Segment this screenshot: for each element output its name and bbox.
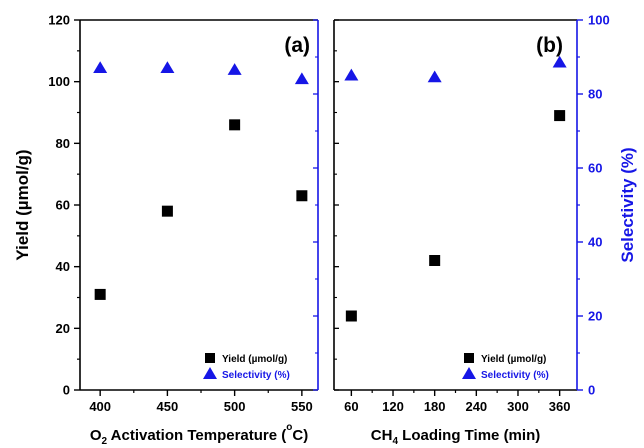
panel-b-x-tick-label: 180	[424, 399, 446, 414]
panel-b-right-tick-label: 60	[588, 161, 602, 176]
x-axis-title-a-mid: Activation Temperature (	[107, 427, 286, 444]
panel-b-label: (b)	[536, 34, 563, 57]
yield-point	[345, 310, 357, 322]
legend-selectivity-marker	[203, 367, 217, 379]
panel-b-right-tick-label: 80	[588, 87, 602, 102]
yield-point	[429, 255, 441, 266]
x-axis-title-b-sub: 4	[392, 436, 398, 447]
legend-selectivity-label: Selectivity (%)	[222, 370, 290, 381]
x-axis-title-b-prefix: CH	[371, 427, 393, 444]
selectivity-point	[160, 61, 175, 74]
legend-yield-label: Yield (µmol/g)	[481, 354, 546, 365]
selectivity-point	[93, 61, 108, 74]
x-axis-title-b-mid: Loading Time (min)	[398, 427, 540, 444]
y-axis-title-right: Selectivity (%)	[618, 147, 637, 262]
panel-a-y-tick-label: 20	[56, 321, 70, 336]
selectivity-point	[552, 55, 567, 68]
y-axis-title-left: Yield (µmol/g)	[13, 149, 32, 260]
yield-point	[296, 190, 308, 202]
panel-b-x-tick-label: 300	[507, 399, 529, 414]
panel-a-x-tick-label: 500	[224, 399, 246, 414]
panel-b-right-tick-label: 100	[588, 13, 610, 28]
panel-a-x-tick-label: 400	[89, 399, 111, 414]
panel-a-label: (a)	[284, 34, 310, 57]
panel-b-x-tick-label: 60	[344, 399, 358, 414]
x-axis-title-a: O2 Activation Temperature (oC)	[90, 422, 308, 447]
legend-yield-label: Yield (µmol/g)	[222, 354, 287, 365]
panel-a-y-tick-label: 60	[56, 198, 70, 213]
yield-point	[229, 119, 241, 131]
panel-a-x-tick-label: 450	[157, 399, 179, 414]
x-axis-title-b: CH4 Loading Time (min)	[371, 427, 540, 447]
panel-a-y-tick-label: 40	[56, 259, 70, 274]
panel-a-y-tick-label: 100	[48, 74, 70, 89]
panel-b-right-tick-label: 40	[588, 235, 602, 250]
x-axis-title-a-suffix: C)	[292, 427, 308, 444]
panel-a-y-tick-label: 80	[56, 136, 70, 151]
selectivity-point	[294, 72, 309, 85]
legend-yield-marker	[464, 353, 474, 363]
selectivity-point	[344, 68, 359, 81]
panel-a-x-tick-label: 550	[291, 399, 313, 414]
panel-a-y-tick-label: 120	[48, 13, 70, 28]
x-axis-title-a-sub: 2	[101, 436, 107, 447]
x-axis-title-a-sup: o	[286, 422, 292, 433]
yield-point	[554, 110, 566, 122]
legend-yield-marker	[205, 353, 215, 363]
selectivity-point	[227, 63, 242, 75]
yield-point	[161, 205, 173, 217]
legend-selectivity-label: Selectivity (%)	[481, 370, 549, 381]
yield-point	[94, 288, 106, 300]
panel-b-right-tick-label: 0	[588, 383, 595, 398]
panel-b-x-tick-label: 360	[549, 399, 571, 414]
panel-b-x-tick-label: 240	[465, 399, 487, 414]
legend-selectivity-marker	[462, 367, 476, 379]
selectivity-point	[427, 70, 442, 83]
x-axis-title-a-prefix: O	[90, 427, 102, 444]
panel-b-x-tick-label: 120	[382, 399, 404, 414]
panel-b-right-tick-label: 20	[588, 309, 602, 324]
panel-a-y-tick-label: 0	[63, 383, 70, 398]
